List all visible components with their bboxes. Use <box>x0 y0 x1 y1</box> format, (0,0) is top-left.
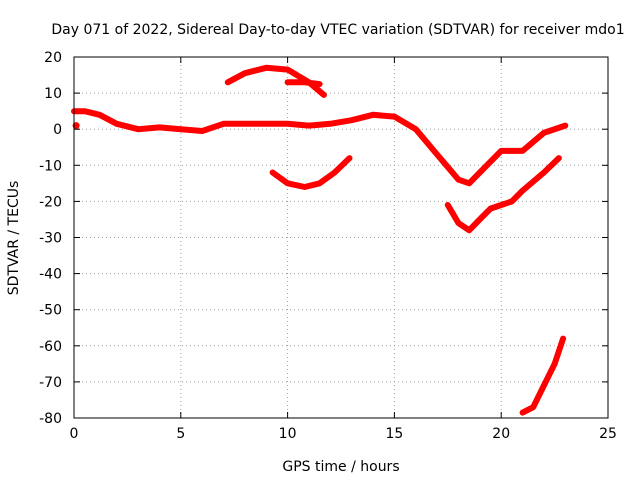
track-5-line <box>519 335 567 416</box>
y-tick-label: -20 <box>39 194 62 210</box>
chart-title: Day 071 of 2022, Sidereal Day-to-day VTE… <box>51 22 624 38</box>
grid <box>74 57 608 418</box>
y-axis-label: SDTVAR / TECUs <box>6 181 22 296</box>
y-tick-label: -10 <box>39 158 62 174</box>
x-tick-label: 10 <box>279 426 297 442</box>
y-tick-label: -80 <box>39 411 62 427</box>
axis-ticks: 0 5 10 15 20 25 -80 -70 -60 -50 -40 -30 -20 -10 0 10 20 <box>39 50 617 442</box>
x-tick-label: 25 <box>599 426 617 442</box>
x-tick-label: 5 <box>176 426 185 442</box>
y-tick-label: -40 <box>39 267 62 283</box>
track-7-line <box>284 79 323 88</box>
x-tick-label: 15 <box>385 426 403 442</box>
track-3-line <box>269 155 353 190</box>
track-4-line <box>444 155 562 234</box>
y-tick-label: -50 <box>39 303 62 319</box>
y-tick-label: 20 <box>44 50 62 66</box>
track-1-line <box>71 108 569 187</box>
x-tick-label: 20 <box>492 426 510 442</box>
x-axis-label: GPS time / hours <box>282 459 399 475</box>
y-tick-label: 0 <box>53 122 62 138</box>
x-tick-label: 0 <box>70 426 79 442</box>
y-tick-label: -60 <box>39 339 62 355</box>
y-tick-label: 10 <box>44 86 62 102</box>
series-group <box>71 64 569 416</box>
y-tick-label: -30 <box>39 231 62 247</box>
y-tick-label: -70 <box>39 375 62 391</box>
